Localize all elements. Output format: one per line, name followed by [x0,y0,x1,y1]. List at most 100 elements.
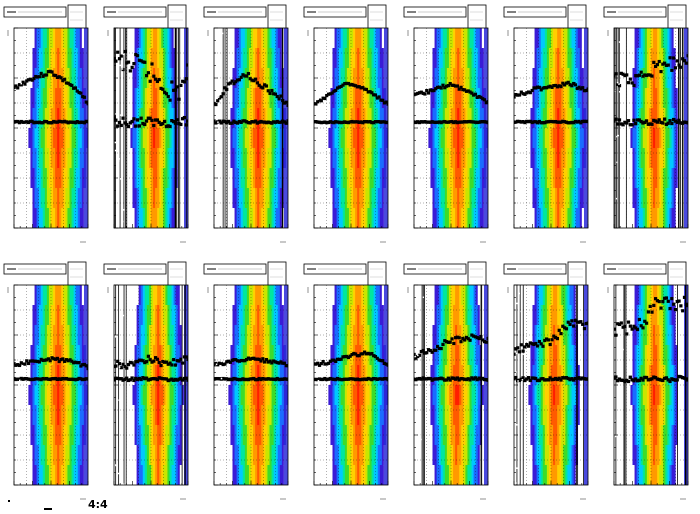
contour-cell [30,48,33,69]
profile-point [677,63,681,67]
profile-point [19,83,23,87]
contour-cell [77,148,81,169]
contour-cell [116,108,119,129]
contour-cell [242,365,246,386]
baseline-point [121,378,125,382]
contour-cell [46,168,50,189]
contour-layer [114,28,188,228]
profile-point [468,90,472,94]
contour-cell [120,445,123,466]
contour-cell [71,168,75,189]
contour-cell [216,285,219,306]
contour-cell [51,365,54,386]
contour-cell [528,28,531,49]
contour-cell [277,68,281,89]
contour-cell [573,128,577,149]
contour-cell [626,188,629,209]
baseline-point [139,377,143,382]
contour-cell [655,148,658,169]
contour-cell [14,405,17,426]
contour-cell [163,128,166,149]
contour-layer [14,285,88,485]
contour-cell [32,285,35,306]
contour-cell [128,88,131,109]
baseline-point [461,120,465,124]
contour-cell [440,108,444,129]
baseline-point [270,121,274,125]
contour-cell [261,28,264,49]
contour-cell [14,208,17,228]
contour-cell [265,88,268,109]
profile-point [619,71,623,75]
plot-panel [200,0,300,257]
contour-cell [134,305,138,326]
contour-cell [140,208,144,228]
contour-cell [530,148,533,169]
contour-cell [159,48,162,69]
baseline-point [84,377,88,381]
contour-cell [271,88,275,109]
contour-cell [28,28,31,49]
contour-cell [479,128,483,149]
baseline-point [123,121,127,125]
speckle [18,73,20,76]
baseline-point [125,122,129,127]
contour-cell [220,425,223,446]
contour-cell [132,48,135,69]
contour-cell [355,48,358,69]
contour-cell [228,148,231,169]
contour-cell [553,148,556,169]
contour-cell [638,208,642,228]
baseline-point [73,120,78,125]
contour-cell [273,108,277,129]
contour-cell [132,425,135,446]
plot-svg [603,4,689,243]
contour-cell [230,28,233,49]
speckle [317,64,319,67]
contour-cell [230,405,233,426]
contour-cell [226,208,229,228]
contour-cell [24,465,27,485]
contour-cell [455,28,458,49]
contour-cell [657,168,660,189]
profile-point [659,69,663,74]
contour-cell [118,445,121,466]
contour-cell [132,325,135,346]
contour-cell [38,345,42,366]
contour-cell [51,445,54,466]
contour-cell [381,48,385,69]
contour-cell [165,405,168,426]
contour-cell [75,425,79,446]
contour-cell [122,405,125,426]
contour-cell [377,208,381,228]
contour-cell [534,188,538,209]
contour-cell [518,148,521,169]
contour-cell [369,48,372,69]
contour-cell [32,188,35,209]
contour-cell [169,345,172,366]
contour-cell [428,88,431,109]
contour-cell [255,285,258,306]
profile-point [314,102,318,106]
contour-cell [218,208,221,228]
contour-cell [57,445,60,466]
contour-cell [430,188,433,209]
baseline-point [257,120,261,124]
contour-cell [138,305,142,326]
contour-cell [673,188,677,209]
contour-cell [244,68,248,89]
contour-cell [273,148,277,169]
contour-cell [169,88,172,109]
contour-cell [167,365,170,386]
profile-point [319,99,323,103]
baseline-point [19,119,23,124]
contour-cell [236,88,240,109]
contour-cell [451,28,454,49]
contour-cell [359,128,362,149]
contour-cell [61,445,64,466]
contour-cell [175,425,179,446]
baseline-point [71,120,76,124]
contour-cell [269,68,272,89]
profile-point [179,83,183,88]
contour-cell [57,188,60,209]
